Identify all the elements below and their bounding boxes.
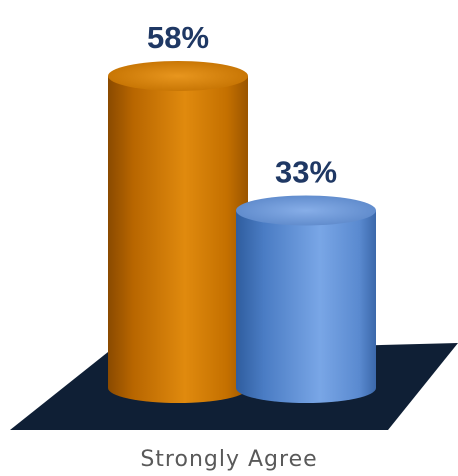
cylinder-bar-0 [108, 75, 248, 404]
bars-group [108, 60, 376, 404]
data-label-0: 58% [147, 20, 209, 55]
cylinder-top-0 [108, 60, 248, 91]
data-label-1: 33% [275, 154, 337, 189]
cylinder-top-1 [236, 195, 376, 226]
data-labels-group: 58% 33% [147, 20, 337, 190]
cylinder-bar-1 [236, 210, 376, 403]
category-label: Strongly Agree [140, 447, 317, 472]
